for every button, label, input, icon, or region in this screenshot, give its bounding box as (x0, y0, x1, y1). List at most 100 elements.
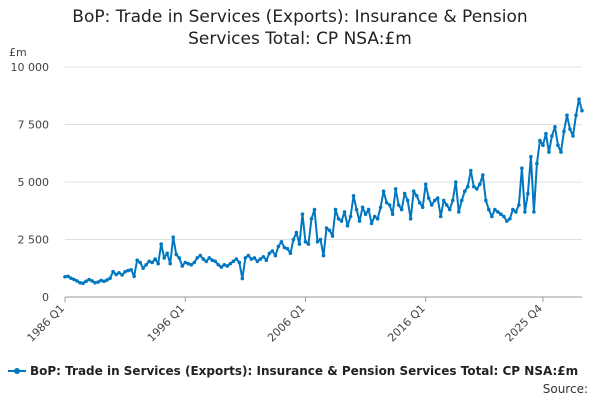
data-point[interactable] (420, 205, 425, 210)
data-point[interactable] (255, 259, 260, 264)
data-point[interactable] (288, 251, 293, 256)
data-point[interactable] (126, 268, 130, 273)
data-point[interactable] (547, 150, 551, 154)
data-point[interactable] (417, 200, 422, 205)
data-point[interactable] (318, 237, 323, 242)
data-point[interactable] (285, 246, 290, 251)
data-point[interactable] (237, 260, 242, 265)
data-point[interactable] (162, 256, 166, 260)
data-point[interactable] (465, 184, 470, 189)
data-point[interactable] (303, 240, 308, 244)
data-point[interactable] (183, 260, 188, 265)
data-point[interactable] (372, 214, 377, 219)
data-point[interactable] (198, 253, 203, 258)
data-point[interactable] (243, 256, 248, 260)
data-point[interactable] (526, 191, 530, 196)
data-point[interactable] (438, 214, 443, 219)
data-point[interactable] (213, 259, 218, 264)
data-point[interactable] (487, 207, 491, 212)
data-point[interactable] (348, 214, 353, 219)
data-point[interactable] (559, 150, 563, 154)
data-point[interactable] (141, 266, 145, 271)
data-point[interactable] (258, 257, 263, 261)
data-point[interactable] (234, 257, 239, 261)
data-point[interactable] (574, 113, 578, 118)
data-point[interactable] (93, 280, 97, 285)
data-point[interactable] (102, 279, 106, 284)
data-point[interactable] (330, 234, 335, 238)
data-point[interactable] (502, 214, 506, 219)
data-point[interactable] (327, 228, 332, 233)
data-point[interactable] (207, 256, 212, 260)
data-point[interactable] (399, 207, 404, 212)
data-point[interactable] (252, 256, 257, 260)
data-point[interactable] (387, 203, 392, 207)
data-point[interactable] (108, 276, 112, 280)
data-point[interactable] (517, 203, 521, 207)
data-point[interactable] (66, 274, 70, 279)
data-point[interactable] (481, 173, 485, 177)
data-point[interactable] (78, 280, 82, 285)
data-point[interactable] (339, 219, 344, 223)
data-point[interactable] (159, 242, 163, 246)
data-point[interactable] (450, 198, 455, 203)
data-point[interactable] (63, 274, 67, 279)
data-point[interactable] (222, 263, 227, 267)
data-point[interactable] (556, 143, 560, 147)
data-point[interactable] (459, 198, 464, 203)
data-point[interactable] (111, 269, 115, 274)
data-point[interactable] (336, 217, 341, 221)
data-point[interactable] (300, 212, 305, 216)
data-point[interactable] (105, 278, 109, 282)
data-point[interactable] (72, 277, 76, 282)
data-point[interactable] (426, 196, 431, 200)
data-point[interactable] (264, 258, 269, 263)
data-point[interactable] (538, 138, 542, 143)
data-point[interactable] (541, 143, 545, 147)
data-point[interactable] (120, 273, 124, 277)
data-point[interactable] (562, 129, 566, 134)
data-point[interactable] (228, 261, 233, 266)
data-point[interactable] (381, 189, 386, 193)
data-point[interactable] (69, 276, 73, 280)
data-point[interactable] (357, 219, 362, 223)
data-point[interactable] (414, 194, 419, 198)
data-point[interactable] (462, 189, 467, 193)
data-point[interactable] (333, 207, 338, 212)
data-point[interactable] (508, 217, 512, 221)
data-point[interactable] (315, 240, 320, 244)
data-point[interactable] (393, 187, 398, 191)
legend[interactable]: BoP: Trade in Services (Exports): Insura… (8, 364, 578, 378)
data-point[interactable] (144, 263, 148, 267)
data-point[interactable] (294, 230, 299, 235)
data-point[interactable] (231, 259, 236, 264)
data-point[interactable] (577, 97, 581, 101)
data-point[interactable] (402, 191, 407, 196)
data-point[interactable] (453, 180, 458, 184)
data-point[interactable] (471, 184, 476, 189)
data-point[interactable] (186, 261, 191, 266)
data-point[interactable] (360, 205, 365, 210)
data-point[interactable] (565, 113, 569, 118)
data-point[interactable] (129, 268, 133, 272)
data-point[interactable] (580, 108, 584, 113)
data-point[interactable] (135, 258, 139, 263)
data-point[interactable] (435, 196, 440, 200)
data-point[interactable] (177, 256, 182, 260)
data-point[interactable] (150, 260, 154, 265)
data-point[interactable] (84, 279, 88, 284)
data-point[interactable] (165, 251, 169, 256)
data-point[interactable] (396, 203, 401, 207)
data-point[interactable] (544, 131, 548, 136)
data-point[interactable] (342, 210, 347, 214)
data-point[interactable] (291, 237, 296, 242)
data-point[interactable] (363, 212, 368, 216)
data-point[interactable] (306, 242, 311, 246)
data-point[interactable] (189, 263, 194, 267)
data-point[interactable] (81, 281, 85, 286)
data-point[interactable] (550, 134, 554, 138)
data-point[interactable] (180, 264, 185, 268)
data-point[interactable] (267, 251, 272, 256)
data-point[interactable] (210, 258, 215, 263)
data-point[interactable] (351, 194, 356, 198)
